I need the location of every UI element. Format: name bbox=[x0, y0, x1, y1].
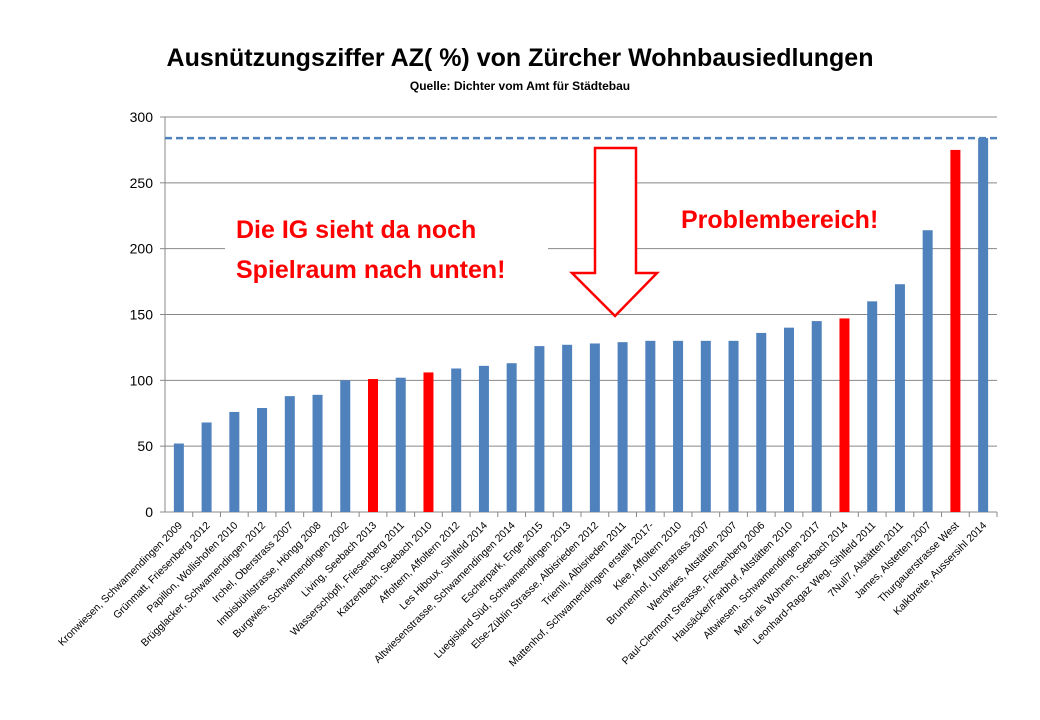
bar bbox=[451, 368, 462, 512]
bar bbox=[728, 340, 739, 512]
bar bbox=[201, 422, 212, 512]
bar bbox=[506, 363, 517, 512]
bar bbox=[534, 346, 545, 512]
bar bbox=[784, 327, 794, 512]
bar bbox=[756, 332, 767, 512]
y-tick-label: 250 bbox=[130, 175, 154, 191]
bar bbox=[645, 340, 656, 512]
bar bbox=[478, 365, 489, 512]
y-tick-label: 100 bbox=[130, 372, 154, 388]
bar bbox=[811, 321, 822, 512]
chart-title: Ausnützungsziffer AZ( %) von Zürcher Woh… bbox=[167, 44, 874, 72]
down-arrow-icon bbox=[568, 146, 660, 318]
y-tick-label: 50 bbox=[137, 438, 153, 454]
bar bbox=[173, 443, 184, 512]
bar bbox=[950, 149, 961, 512]
bar bbox=[589, 343, 600, 512]
annotation-right: Problembereich! bbox=[681, 206, 878, 234]
annotation-box bbox=[225, 205, 548, 287]
bar bbox=[423, 372, 434, 512]
bar bbox=[673, 340, 684, 512]
bar bbox=[284, 396, 295, 512]
bar bbox=[395, 377, 406, 512]
bar bbox=[894, 284, 905, 512]
bar bbox=[368, 379, 378, 512]
bar bbox=[312, 394, 323, 512]
y-tick-label: 150 bbox=[130, 307, 154, 323]
y-tick-label: 300 bbox=[130, 109, 154, 125]
bar bbox=[617, 342, 628, 512]
annotation-left-line1: Die IG sieht da noch bbox=[236, 216, 476, 244]
y-tick-label: 0 bbox=[145, 504, 153, 520]
bar bbox=[700, 340, 711, 512]
bar bbox=[839, 318, 850, 512]
bar bbox=[867, 301, 878, 512]
bar bbox=[229, 411, 240, 512]
bar bbox=[922, 230, 933, 512]
y-tick-label: 200 bbox=[130, 241, 154, 257]
annotation-left-line2: Spielraum nach unten! bbox=[236, 256, 505, 284]
chart-subtitle: Quelle: Dichter vom Amt für Städtebau bbox=[410, 79, 630, 93]
bar bbox=[978, 138, 989, 513]
bar bbox=[340, 380, 351, 512]
bar bbox=[257, 407, 268, 512]
bar bbox=[562, 344, 573, 512]
